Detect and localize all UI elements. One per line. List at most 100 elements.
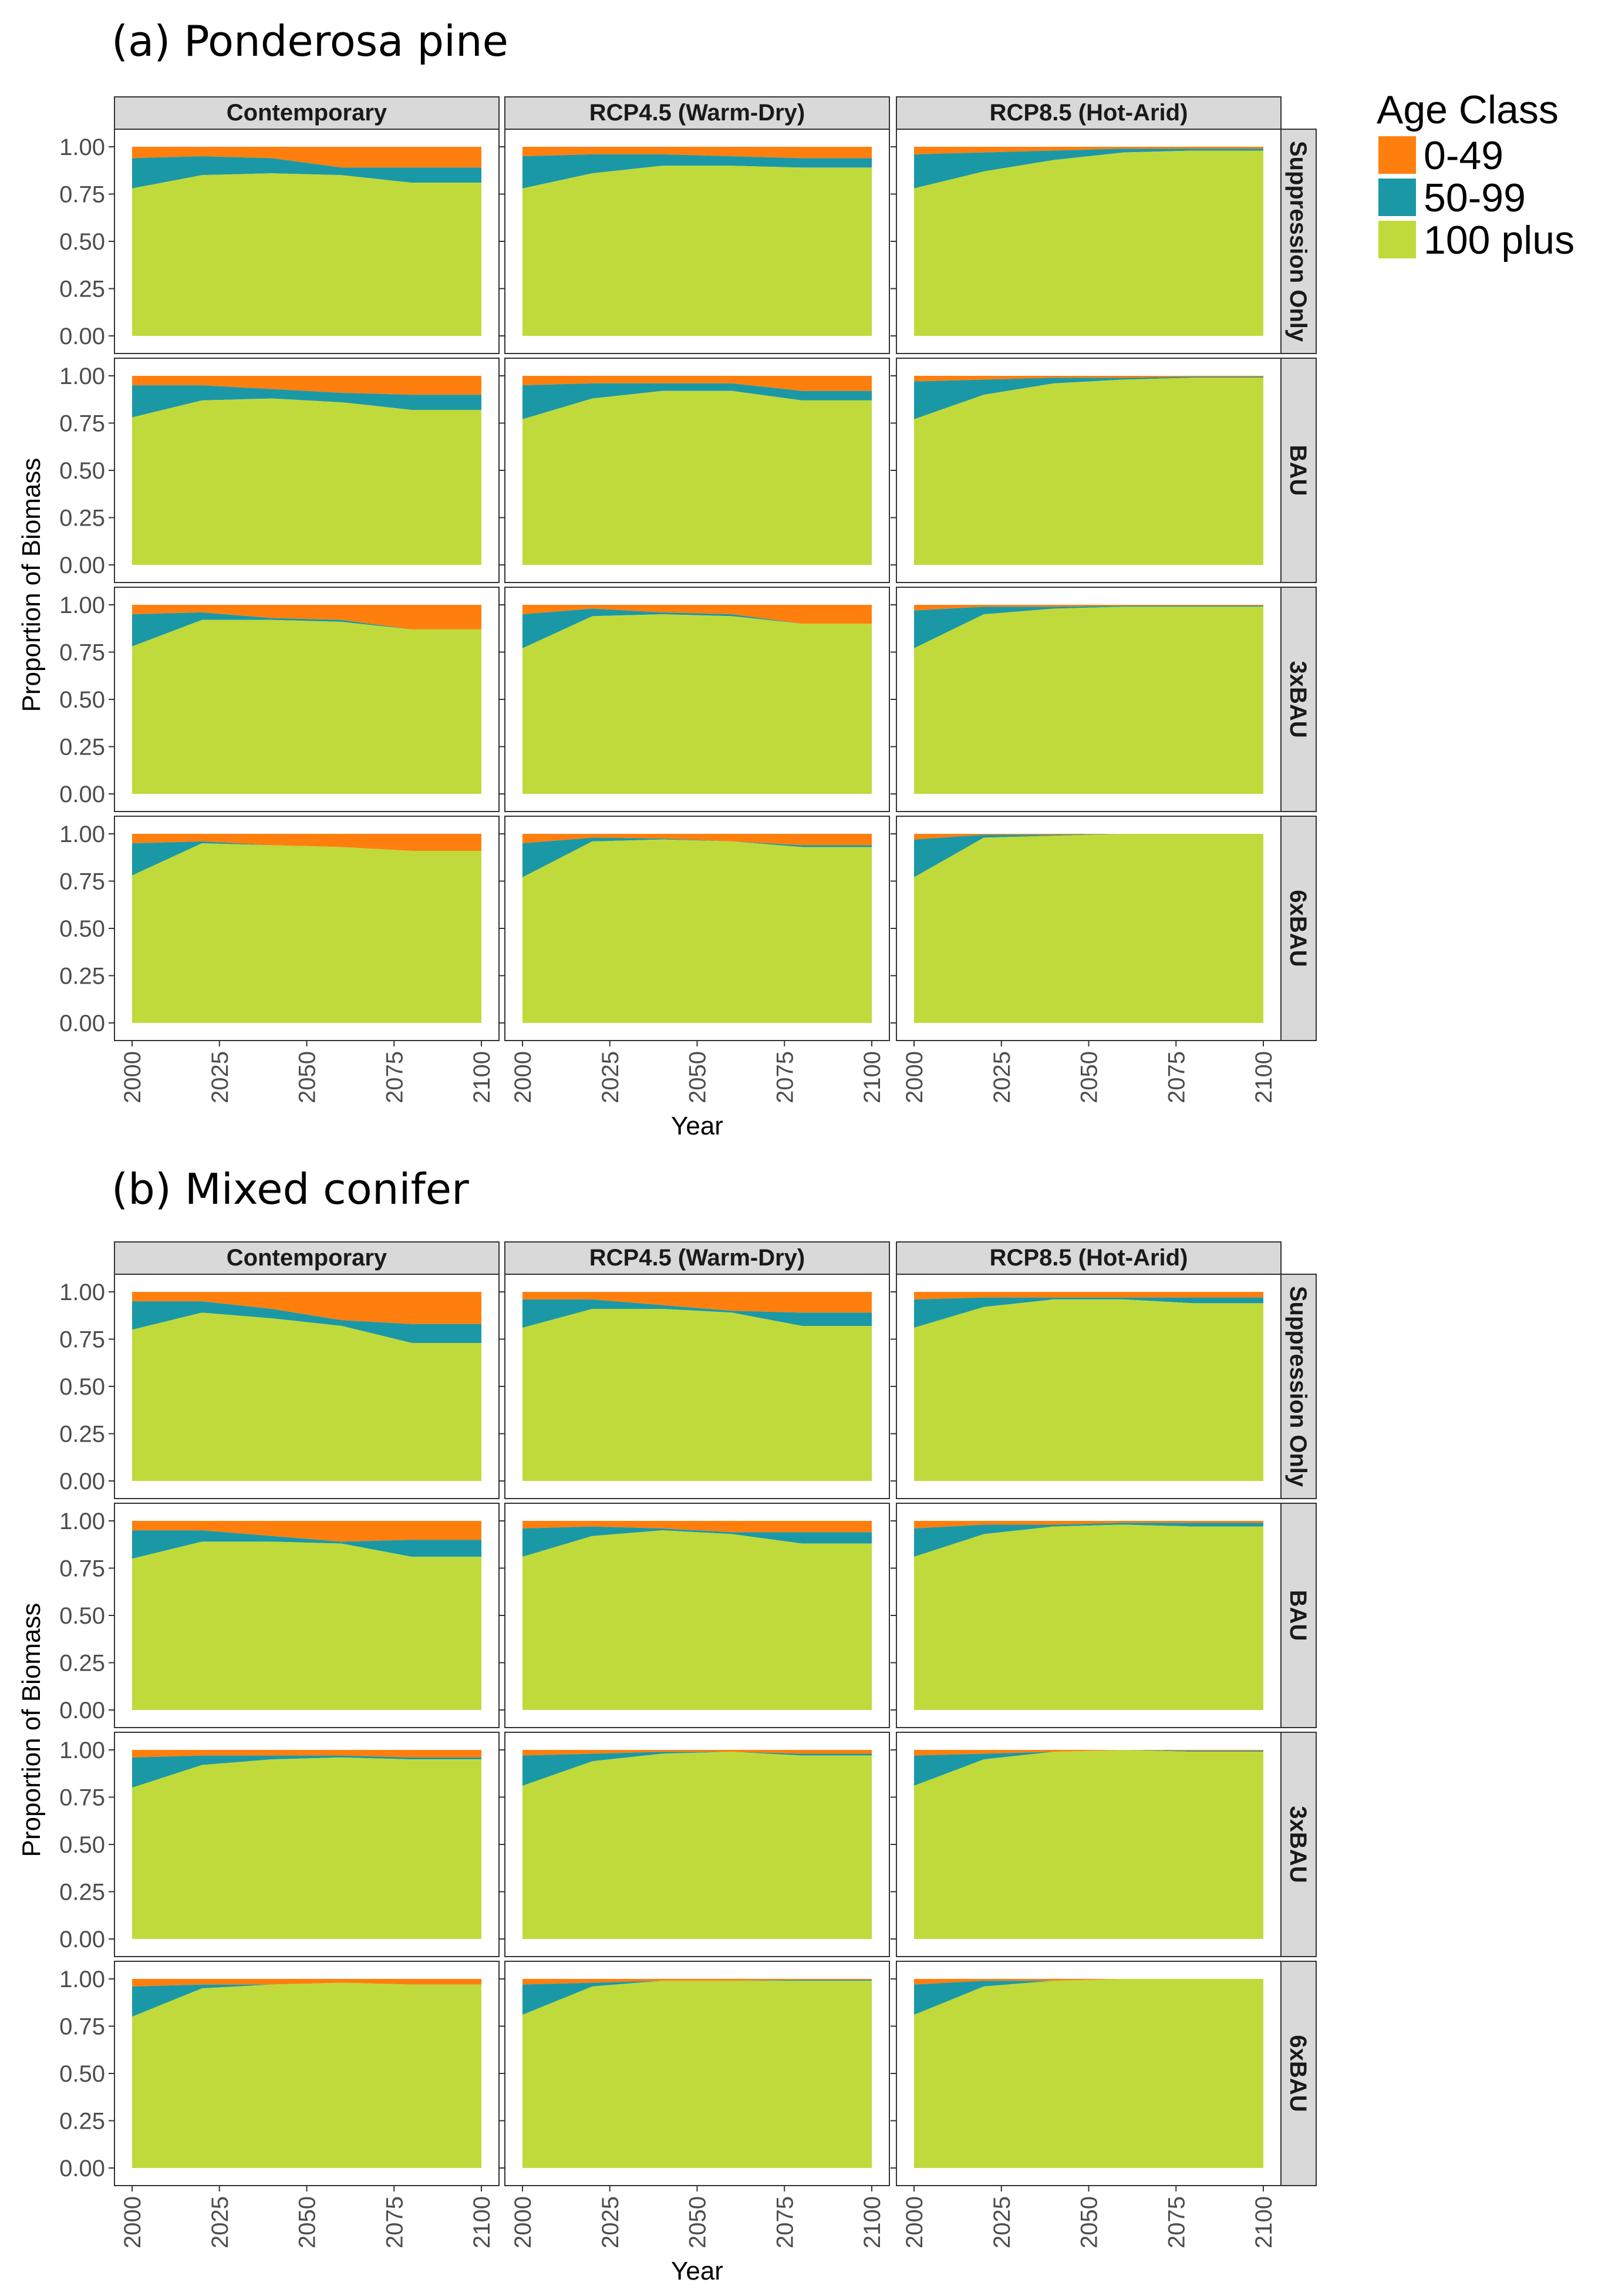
area-100-plus	[132, 398, 481, 565]
area-100-plus	[914, 1524, 1263, 1710]
facet-6xbau-rcp8-5-hot-arid: 2000 2025 2050 2075 2100	[891, 1961, 1282, 2248]
y-tick-label: 0.25	[59, 277, 105, 302]
x-tick-label: 2050	[685, 2196, 711, 2248]
area-0-49	[132, 1521, 481, 1542]
area-0-49	[914, 834, 1263, 840]
area-0-49	[914, 1750, 1263, 1756]
area-0-49	[522, 147, 872, 159]
legend-swatch-0-49	[1378, 136, 1416, 174]
x-tick-label: 2100	[469, 2196, 495, 2248]
area-0-49	[132, 1292, 481, 1324]
y-tick-label: 1.00	[59, 363, 105, 389]
row-strip	[1280, 129, 1317, 354]
area-50-99	[522, 154, 872, 188]
area-50-99	[914, 1523, 1263, 1557]
area-0-49	[132, 834, 481, 851]
column-strip-label: RCP8.5 (Hot-Arid)	[990, 100, 1188, 126]
y-tick-label: 0.00	[59, 782, 105, 807]
legend-label: 0-49	[1424, 133, 1503, 178]
row-strip-label: BAU	[1285, 1590, 1311, 1641]
y-tick-label: 0.50	[59, 687, 105, 713]
area-50-99	[914, 1297, 1263, 1328]
legend-label: 100 plus	[1424, 218, 1574, 262]
y-tick-label: 0.00	[59, 1469, 105, 1494]
facet-6xbau-contemporary: 0.00 0.25 0.50 0.75 1.00 2000 2025 2050 2075 2100	[59, 816, 500, 1103]
x-tick-label: 2025	[989, 1051, 1015, 1103]
y-tick-label: 0.75	[59, 411, 105, 437]
area-100-plus	[914, 1299, 1263, 1481]
y-tick-label: 0.25	[59, 1651, 105, 1676]
area-0-49	[522, 1750, 872, 1756]
column-strip-label: RCP8.5 (Hot-Arid)	[990, 1245, 1188, 1271]
x-tick-label: 2050	[295, 1051, 321, 1103]
y-tick-label: 0.00	[59, 1698, 105, 1723]
area-100-plus	[132, 620, 481, 794]
area-100-plus	[132, 173, 481, 336]
y-tick-label: 0.75	[59, 869, 105, 895]
area-50-99	[132, 1530, 481, 1559]
x-tick-label: 2025	[207, 1051, 233, 1103]
y-tick-label: 0.75	[59, 182, 105, 208]
area-100-plus	[914, 1750, 1263, 1939]
x-tick-label: 2000	[510, 1051, 536, 1103]
y-tick-label: 0.50	[59, 1374, 105, 1400]
panel-a-ponderosa-pine: (a) Ponderosa pine Contemporary RCP4.5 (Wa…	[17, 16, 1317, 1140]
area-100-plus	[522, 390, 872, 565]
y-tick-label: 0.75	[59, 1556, 105, 1582]
area-100-plus	[914, 834, 1263, 1023]
facet-bau-contemporary: 0.00 0.25 0.50 0.75 1.00	[59, 358, 500, 583]
column-strip	[114, 96, 500, 130]
facet-6xbau-rcp4-5-warm-dry: 2000 2025 2050 2075 2100	[499, 1961, 890, 2248]
facet-6xbau-rcp4-5-warm-dry: 2000 2025 2050 2075 2100	[499, 816, 890, 1103]
y-tick-label: 0.75	[59, 2014, 105, 2040]
area-50-99	[522, 383, 872, 420]
y-tick-label: 0.25	[59, 735, 105, 760]
y-axis-title: Proportion of Biomass	[17, 458, 46, 712]
y-tick-label: 1.00	[59, 1509, 105, 1534]
area-50-99	[914, 834, 1263, 878]
area-50-99	[914, 605, 1263, 649]
x-tick-label: 2075	[772, 1051, 798, 1103]
legend-label: 50-99	[1424, 176, 1526, 220]
area-50-99	[132, 156, 481, 188]
row-strip-label: 3xBAU	[1285, 1806, 1311, 1883]
area-0-49	[522, 1521, 872, 1533]
facet-3xbau-rcp8-5-hot-arid	[891, 1732, 1282, 1957]
area-0-49	[522, 1292, 872, 1313]
area-100-plus	[132, 1541, 481, 1710]
x-tick-label: 2100	[859, 1051, 885, 1103]
y-tick-label: 0.25	[59, 964, 105, 989]
area-100-plus	[522, 1530, 872, 1710]
facet-suppression-only-rcp8-5-hot-arid	[891, 129, 1282, 354]
facet-suppression-only-rcp8-5-hot-arid	[891, 1274, 1282, 1499]
y-tick-label: 1.00	[59, 592, 105, 618]
area-0-49	[132, 376, 481, 395]
y-tick-label: 1.00	[59, 822, 105, 847]
x-tick-label: 2100	[859, 2196, 885, 2248]
area-0-49	[522, 1979, 872, 1985]
y-tick-label: 0.00	[59, 553, 105, 578]
y-tick-label: 0.50	[59, 916, 105, 942]
x-tick-label: 2100	[1251, 1051, 1277, 1103]
x-tick-label: 2075	[772, 2196, 798, 2248]
facet-3xbau-contemporary: 0.00 0.25 0.50 0.75 1.00	[59, 1732, 500, 1957]
area-50-99	[914, 376, 1263, 420]
x-tick-label: 2050	[1077, 1051, 1102, 1103]
column-strip	[896, 1241, 1282, 1275]
facet-bau-contemporary: 0.00 0.25 0.50 0.75 1.00	[59, 1503, 500, 1728]
area-100-plus	[132, 1312, 481, 1481]
column-strip	[504, 1241, 890, 1275]
y-tick-label: 0.50	[59, 2061, 105, 2087]
facet-3xbau-rcp4-5-warm-dry	[499, 1732, 890, 1957]
panel-title: (b) Mixed conifer	[112, 1164, 469, 1214]
x-tick-label: 2000	[510, 2196, 536, 2248]
y-tick-label: 0.00	[59, 2156, 105, 2181]
row-strip-label: BAU	[1285, 445, 1311, 496]
area-100-plus	[132, 1982, 481, 2168]
x-tick-label: 2000	[902, 2196, 928, 2248]
area-0-49	[522, 605, 872, 624]
area-0-49	[522, 834, 872, 846]
x-tick-label: 2000	[120, 1051, 146, 1103]
y-tick-label: 0.00	[59, 1011, 105, 1036]
